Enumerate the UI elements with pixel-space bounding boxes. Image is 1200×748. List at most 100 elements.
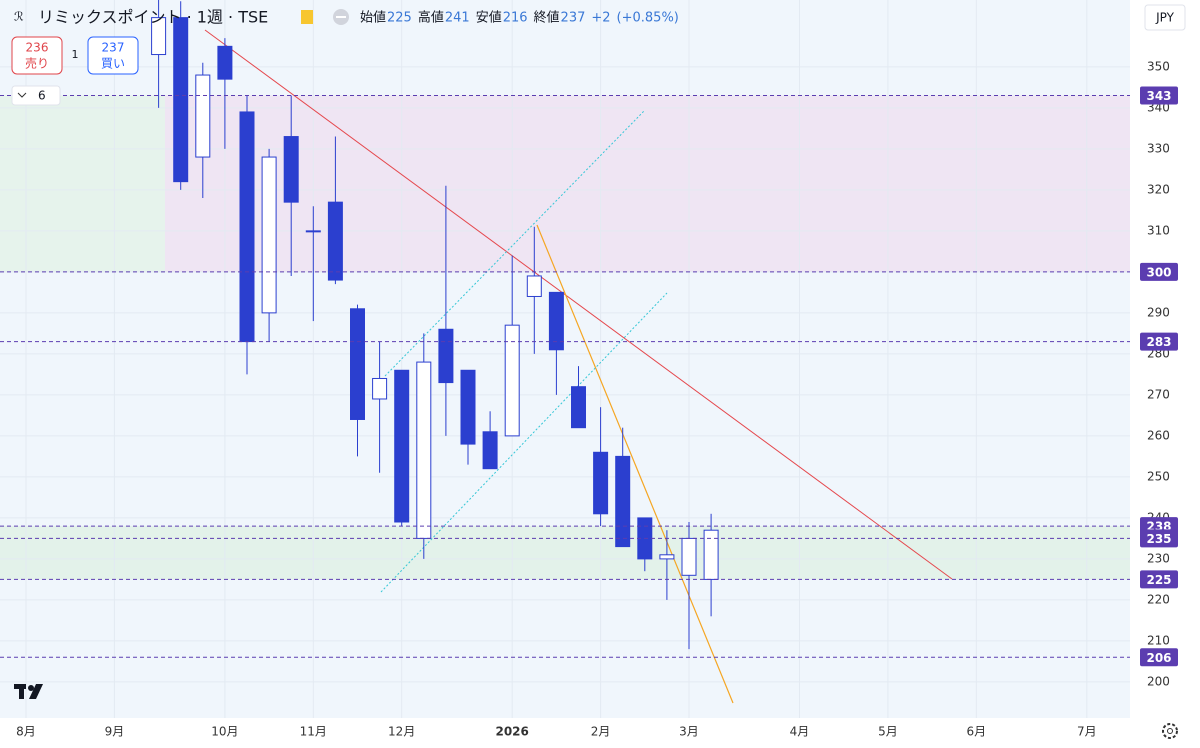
x-tick-label: 10月 [211,725,238,739]
price-tag-label: 206 [1146,651,1171,665]
x-tick-label: 3月 [679,725,699,739]
sell-label: 売り [25,56,49,71]
settings-icon [1167,728,1173,734]
candle-body [504,324,520,437]
candle-body [615,455,631,548]
logo-part [29,684,43,699]
ohlc-value: 216 [503,11,528,26]
candle-body [703,529,719,580]
buy-price: 237 [102,41,125,55]
y-tick-label: 320 [1147,182,1170,196]
candle-body [659,554,675,560]
logo-part [28,685,34,691]
candle-body [283,136,299,203]
resistance-zone [165,95,1130,272]
price-tag-label: 283 [1146,335,1171,349]
price-tag [1140,570,1178,589]
x-tick-label: 4月 [790,725,810,739]
sell-button[interactable] [11,36,63,75]
x-tick-label: 12月 [388,725,415,739]
price-tag-label: 235 [1146,532,1171,546]
candle-body [195,74,211,158]
change-value: +2 [591,11,610,26]
ohlc-label: 終値 [534,10,560,26]
y-tick-label: 260 [1147,428,1170,442]
price-tag-label: 300 [1146,265,1171,279]
candle-body [261,156,277,314]
y-tick-label: 310 [1147,223,1170,237]
ohlc-label: 始値 [360,10,386,26]
buy-label: 買い [101,57,125,71]
candle-body [372,377,388,400]
candle-body [681,537,697,576]
candle-body [460,369,476,445]
buy-button[interactable] [87,36,139,75]
x-tick-label: 7月 [1077,725,1097,739]
hide-icon [336,16,346,18]
currency: JPY [1155,11,1175,25]
time-axis [0,718,1130,748]
channel-line [380,292,668,593]
y-tick-label: 350 [1147,59,1170,73]
trend-line [536,224,734,704]
y-tick-label: 270 [1147,387,1170,401]
x-tick-label: 5月 [878,725,898,739]
ohlc-value: 225 [387,11,412,26]
price-tag [1140,529,1178,548]
y-tick-label: 230 [1147,551,1170,565]
x-tick-label: 2026 [495,725,528,739]
y-tick-label: 250 [1147,469,1170,483]
x-tick-label: 8月 [16,725,36,739]
candle-body [482,431,498,470]
channel-line [384,109,646,377]
x-tick-label: 6月 [966,725,986,739]
price-tag-label: 225 [1146,573,1171,587]
candle-body [151,17,167,56]
sell-price: 236 [26,41,49,55]
settings-button[interactable] [1162,723,1178,739]
y-tick-label: 220 [1147,592,1170,606]
candle-body [416,361,432,539]
price-tag [1140,262,1178,281]
quantity: 1 [72,48,79,61]
candle-body [593,451,609,515]
logo [14,684,43,699]
candle-body [327,201,343,281]
y-tick-label: 290 [1147,305,1170,319]
price-tag [1140,332,1178,351]
change-percent: (+0.85%) [617,11,679,26]
x-tick-label: 9月 [105,725,125,739]
y-tick-label: 330 [1147,141,1170,155]
candle-body [217,45,233,80]
indicator-toggle[interactable] [11,85,61,106]
chart-title: リミックスポイント · 1週 · TSE [38,8,268,27]
ohlc-value: 241 [445,11,470,26]
currency-button[interactable] [1144,4,1186,31]
candle-body [305,230,321,233]
support-zone [0,526,1130,580]
trend-line [204,29,953,580]
candle-body [350,308,365,420]
candle-body [548,291,564,351]
support-zone [0,95,165,272]
y-tick-label: 200 [1147,674,1170,688]
logo-part [19,684,24,699]
symbol-icon: ℛ [14,10,24,24]
y-tick-label: 210 [1147,633,1170,647]
price-tag-label: 343 [1146,89,1171,103]
candle-body [239,111,255,343]
price-axis [1130,0,1200,748]
price-tag [1140,86,1178,105]
flag-icon[interactable] [301,10,313,24]
indicator-count: 6 [38,89,46,103]
x-tick-label: 2月 [591,725,611,739]
chevron-icon [17,92,27,98]
ohlc-value: 237 [561,11,586,26]
ohlc-label: 高値 [418,10,444,26]
candle-body [173,17,189,183]
candle-body [571,386,586,429]
candle-body [526,275,542,297]
candle-body [394,369,410,523]
x-tick-label: 11月 [300,725,327,739]
ohlc-label: 安値 [476,10,502,26]
